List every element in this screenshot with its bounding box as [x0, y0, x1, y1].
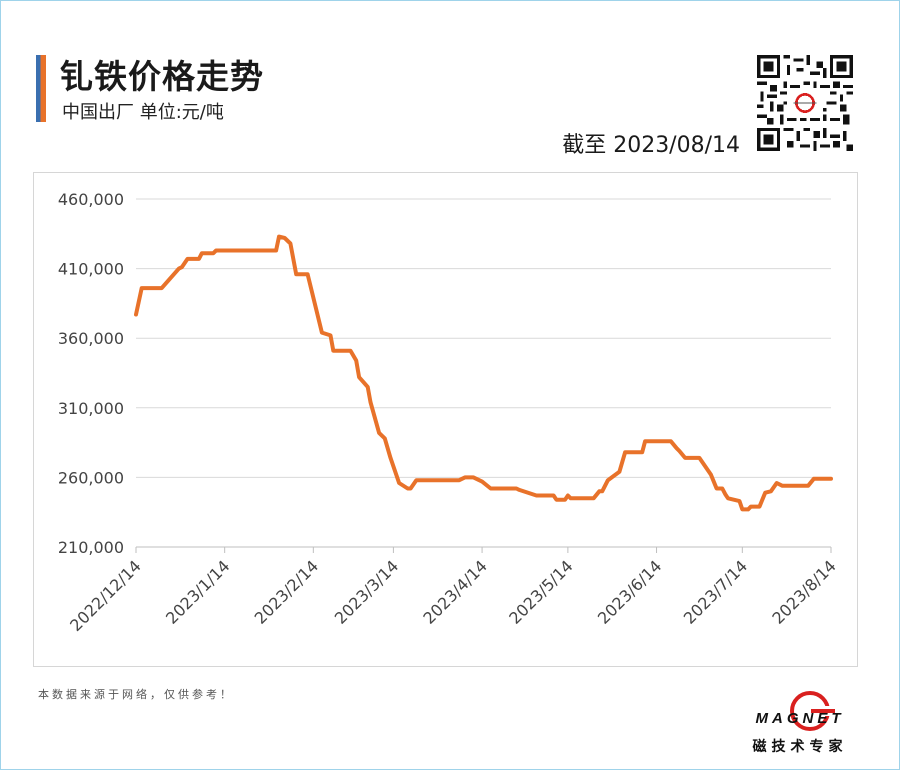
y-tick-label: 210,000 — [58, 538, 124, 557]
x-tick-label: 2023/1/14 — [162, 556, 233, 627]
x-tick-label: 2023/6/14 — [594, 556, 665, 627]
as-of-date-label: 截至 2023/08/14 — [562, 133, 740, 158]
price-line-chart: 210,000 260,000 310,000 360,000 410,000 460,0… — [58, 190, 840, 635]
y-tick-label: 410,000 — [58, 260, 124, 279]
x-tick-label: 2023/4/14 — [419, 556, 490, 627]
price-series-line — [134, 234, 833, 512]
logo-tagline: 磁技术专家 — [752, 739, 848, 755]
x-tick-label: 2023/3/14 — [331, 556, 402, 627]
y-tick-label: 310,000 — [58, 399, 124, 418]
x-tick-label: 2023/7/14 — [680, 556, 751, 627]
title-accent-bar — [36, 55, 46, 122]
x-tick-label: 2022/12/14 — [66, 556, 145, 635]
x-tick-label: 2023/8/14 — [768, 556, 839, 627]
chart-panel: 210,000 260,000 310,000 360,000 410,000 460,0… — [33, 172, 858, 667]
x-tick-label: 2023/5/14 — [505, 556, 576, 627]
x-tick-label: 2023/2/14 — [251, 556, 322, 627]
logo-ring-icon — [790, 691, 835, 731]
magnet-logo: MAGNET 磁技术专家 — [745, 688, 855, 760]
page-title: 钆铁价格走势 — [60, 57, 264, 96]
y-tick-label: 360,000 — [58, 329, 124, 348]
y-tick-label: 460,000 — [58, 190, 124, 209]
page-subtitle: 中国出厂 单位:元/吨 — [62, 102, 224, 123]
source-disclaimer: 本数据来源于网络，仅供参考！ — [38, 688, 234, 701]
qr-code-image — [757, 55, 853, 151]
logo-wordmark: MAGNET — [755, 710, 845, 727]
y-tick-label: 260,000 — [58, 468, 124, 487]
